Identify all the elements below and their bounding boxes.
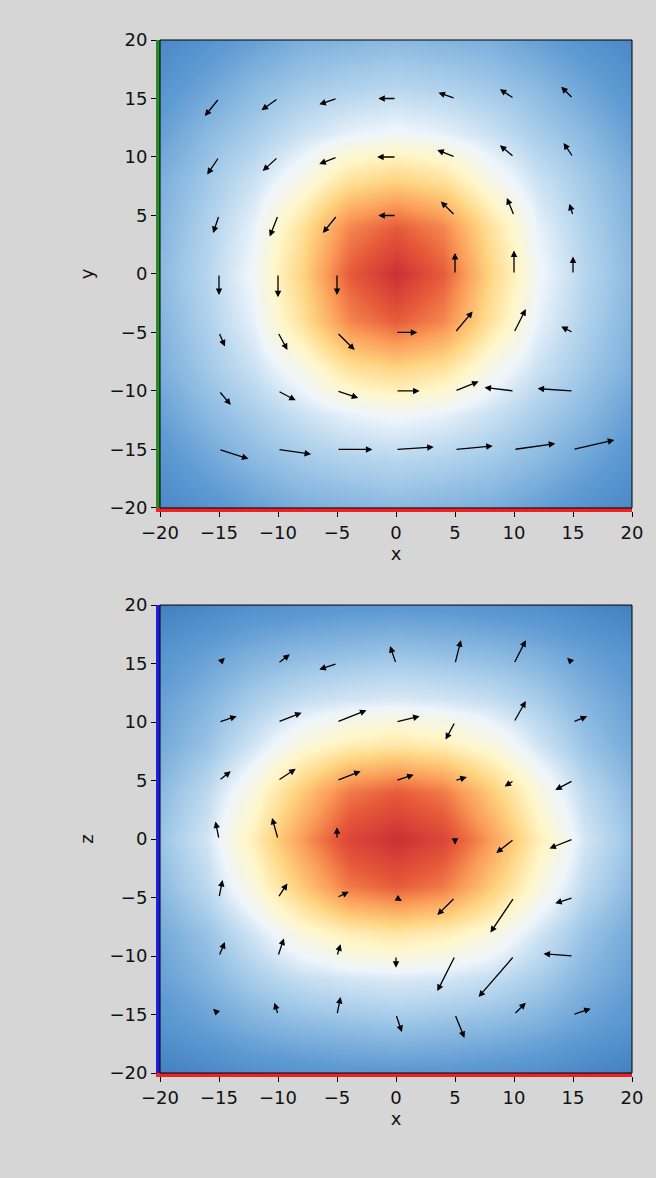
svg-text:5: 5 xyxy=(136,205,147,226)
svg-text:−5: −5 xyxy=(121,887,148,908)
svg-text:10: 10 xyxy=(124,711,147,732)
svg-text:−20: −20 xyxy=(109,1062,147,1083)
svg-text:10: 10 xyxy=(503,1087,526,1108)
svg-text:−15: −15 xyxy=(109,1004,147,1025)
svg-text:15: 15 xyxy=(124,653,147,674)
svg-text:20: 20 xyxy=(124,594,147,615)
svg-text:5: 5 xyxy=(449,1087,460,1108)
svg-text:−10: −10 xyxy=(109,380,147,401)
svg-text:20: 20 xyxy=(621,522,644,543)
svg-text:−20: −20 xyxy=(141,1087,179,1108)
svg-text:0: 0 xyxy=(136,828,147,849)
svg-text:−10: −10 xyxy=(259,522,297,543)
svg-text:−5: −5 xyxy=(324,522,351,543)
svg-text:15: 15 xyxy=(562,522,585,543)
svg-text:−15: −15 xyxy=(200,1087,238,1108)
svg-text:10: 10 xyxy=(124,146,147,167)
svg-text:5: 5 xyxy=(136,770,147,791)
svg-text:−15: −15 xyxy=(109,439,147,460)
svg-text:5: 5 xyxy=(449,522,460,543)
svg-text:−10: −10 xyxy=(259,1087,297,1108)
svg-text:0: 0 xyxy=(390,1087,401,1108)
svg-text:x: x xyxy=(391,1108,402,1129)
svg-text:−15: −15 xyxy=(200,522,238,543)
svg-text:15: 15 xyxy=(124,88,147,109)
svg-text:−5: −5 xyxy=(121,322,148,343)
svg-text:−10: −10 xyxy=(109,945,147,966)
svg-text:z: z xyxy=(76,834,97,843)
svg-text:20: 20 xyxy=(621,1087,644,1108)
svg-text:x: x xyxy=(391,543,402,564)
svg-text:10: 10 xyxy=(503,522,526,543)
svg-text:−5: −5 xyxy=(324,1087,351,1108)
svg-text:y: y xyxy=(76,268,97,279)
svg-text:0: 0 xyxy=(136,263,147,284)
svg-text:−20: −20 xyxy=(109,497,147,518)
svg-text:20: 20 xyxy=(124,29,147,50)
svg-text:15: 15 xyxy=(562,1087,585,1108)
svg-text:−20: −20 xyxy=(141,522,179,543)
svg-text:0: 0 xyxy=(390,522,401,543)
